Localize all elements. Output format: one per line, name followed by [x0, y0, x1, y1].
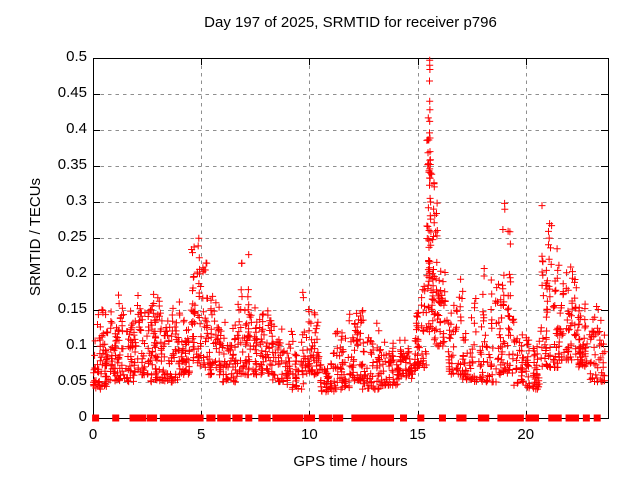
zero-markers [92, 414, 601, 422]
x-tick-label: 0 [88, 426, 98, 443]
y-tick-label: 0.25 [57, 228, 87, 245]
y-tick-label: 0.15 [57, 300, 87, 317]
y-tick-label: 0.1 [66, 336, 87, 353]
y-tick-label: 0.4 [66, 120, 87, 137]
x-tick-label: 20 [517, 426, 535, 443]
x-tick-label: 10 [301, 426, 318, 443]
x-tick-label: 15 [409, 426, 426, 443]
y-tick-label: 0.5 [66, 48, 87, 65]
y-tick-label: 0.3 [66, 192, 87, 209]
y-tick-label: 0.2 [66, 264, 87, 281]
chart-title: Day 197 of 2025, SRMTID for receiver p79… [204, 14, 497, 31]
y-tick-label: 0 [78, 408, 87, 425]
x-axis-title: GPS time / hours [293, 453, 408, 470]
scatter-points [89, 56, 609, 396]
y-tick-label: 0.35 [57, 156, 87, 173]
y-tick-label: 0.05 [57, 372, 87, 389]
y-tick-label: 0.45 [57, 84, 87, 101]
x-tick-label: 5 [197, 426, 206, 443]
